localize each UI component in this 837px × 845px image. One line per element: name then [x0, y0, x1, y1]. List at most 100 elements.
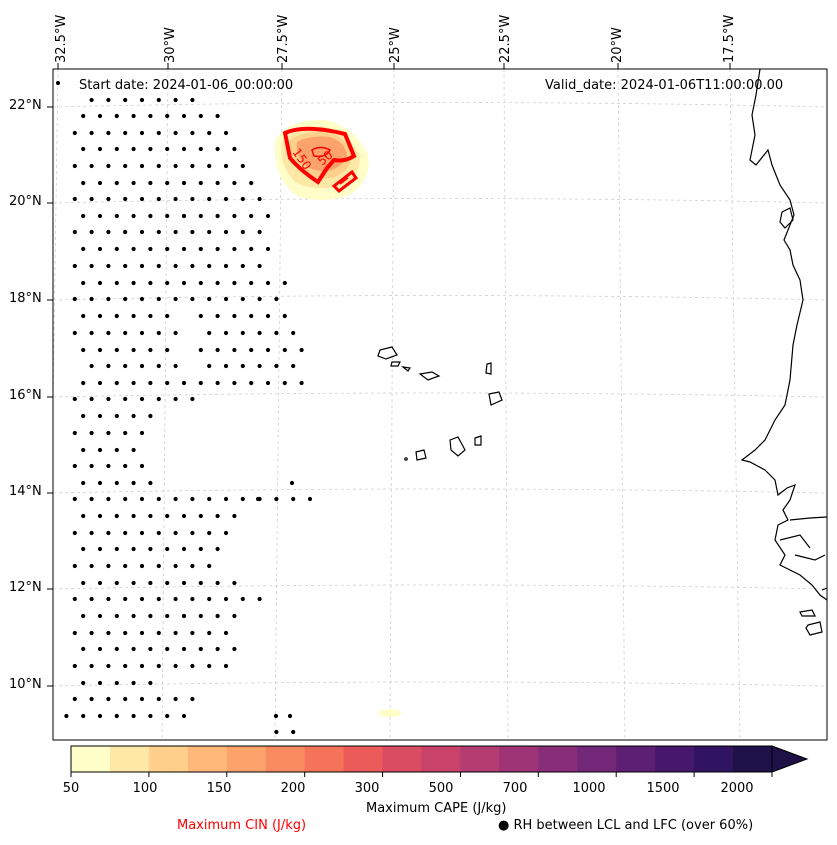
rh-dot — [123, 530, 128, 536]
rh-dot — [123, 130, 128, 136]
rh-dot — [139, 196, 145, 202]
rh-dot — [232, 513, 237, 519]
rh-dot — [131, 680, 136, 686]
rh-dot — [72, 396, 77, 402]
rh-dot — [123, 363, 128, 369]
rh-dot — [198, 613, 203, 619]
rh-dot — [181, 580, 187, 586]
rh-dot — [106, 496, 111, 502]
rh-dot — [198, 347, 203, 353]
lat-label: 16°N — [9, 388, 42, 403]
rh-dot — [240, 163, 245, 169]
rh-dot — [156, 563, 161, 569]
rh-dot — [291, 330, 296, 336]
rh-dot — [97, 613, 103, 619]
colorbar-tick-label: 150 — [206, 781, 232, 796]
rh-dot — [55, 80, 61, 86]
rh-dot — [215, 646, 220, 652]
rh-dot — [131, 213, 136, 219]
rh-dot — [156, 263, 161, 269]
rh-dot — [139, 229, 145, 235]
rh-dot — [97, 513, 103, 519]
colorbar-cell — [421, 746, 461, 772]
rh-dot — [131, 447, 136, 453]
rh-dot — [97, 246, 103, 252]
rh-dot — [255, 496, 261, 502]
cin-contours — [282, 126, 359, 193]
colorbar-tick-label: 1500 — [646, 781, 680, 796]
rh-dot — [123, 263, 128, 269]
rh-dot — [89, 163, 94, 169]
rh-dot — [131, 180, 136, 186]
lat-label: 14°N — [9, 484, 42, 499]
rh-dot — [131, 713, 136, 719]
rh-dot — [106, 463, 111, 469]
rh-dot — [89, 229, 94, 235]
rh-dot — [198, 380, 203, 386]
rh-dot — [215, 613, 220, 619]
rh-dot — [156, 330, 161, 336]
rh-dot — [207, 263, 212, 269]
rh-dot — [165, 280, 170, 286]
rh-dot — [190, 130, 195, 136]
lat-ticks — [47, 63, 731, 687]
rh-dot — [148, 180, 153, 186]
rh-dot — [72, 463, 77, 469]
rh-dot — [81, 347, 86, 353]
rh-dot — [232, 613, 237, 619]
rh-dot — [249, 180, 254, 186]
rh-dot — [148, 646, 153, 652]
rh-dot — [173, 563, 178, 569]
rh-dot — [139, 296, 145, 302]
rh-dot — [249, 347, 254, 353]
rh-dot — [139, 663, 145, 669]
rh-dot — [81, 680, 86, 686]
rh-dot — [207, 496, 212, 502]
rh-dot — [223, 163, 229, 169]
rh-dot — [240, 363, 245, 369]
rh-dot — [81, 213, 86, 219]
rh-dot — [299, 380, 304, 386]
rh-dot — [198, 546, 203, 552]
rh-dot — [72, 596, 77, 602]
rh-dot — [89, 97, 94, 103]
rh-dot — [307, 496, 313, 502]
rh-dot — [81, 646, 86, 652]
rh-dot — [139, 163, 145, 169]
colorbar-cell — [538, 746, 578, 772]
rh-dot — [215, 246, 220, 252]
rh-dot — [282, 347, 287, 353]
lat-label: 22°N — [9, 98, 42, 113]
rh-dot — [215, 113, 220, 119]
valid-date-label: Valid_date: 2024-01-06T11:00:00.00 — [545, 78, 784, 93]
rh-dot — [114, 347, 119, 353]
rh-dot — [257, 363, 262, 369]
rh-dot — [273, 713, 279, 719]
rh-dot — [165, 180, 170, 186]
rh-dot — [165, 613, 170, 619]
rh-dot — [223, 263, 229, 269]
rh-dot — [139, 330, 145, 336]
rh-dot — [257, 229, 262, 235]
rh-dot — [156, 596, 161, 602]
rh-dot — [123, 330, 128, 336]
rh-dot — [156, 229, 161, 235]
rh-dot — [223, 296, 229, 302]
colorbar-frame — [70, 745, 773, 773]
rh-dot — [139, 97, 145, 103]
rh-dot — [97, 380, 103, 386]
rh-dot — [190, 163, 195, 169]
rh-dot — [181, 713, 187, 719]
rh-dot — [207, 663, 212, 669]
rh-dot — [173, 263, 178, 269]
rh-dot — [131, 413, 136, 419]
colorbar-cell — [577, 746, 617, 772]
colorbar-tick-label: 300 — [354, 781, 380, 796]
rh-dot — [131, 113, 136, 119]
rh-dot — [173, 363, 178, 369]
rh-dot — [123, 596, 128, 602]
rh-dot — [156, 696, 161, 702]
rh-dot — [190, 530, 195, 536]
rh-dot — [81, 713, 86, 719]
rh-dot — [215, 180, 220, 186]
